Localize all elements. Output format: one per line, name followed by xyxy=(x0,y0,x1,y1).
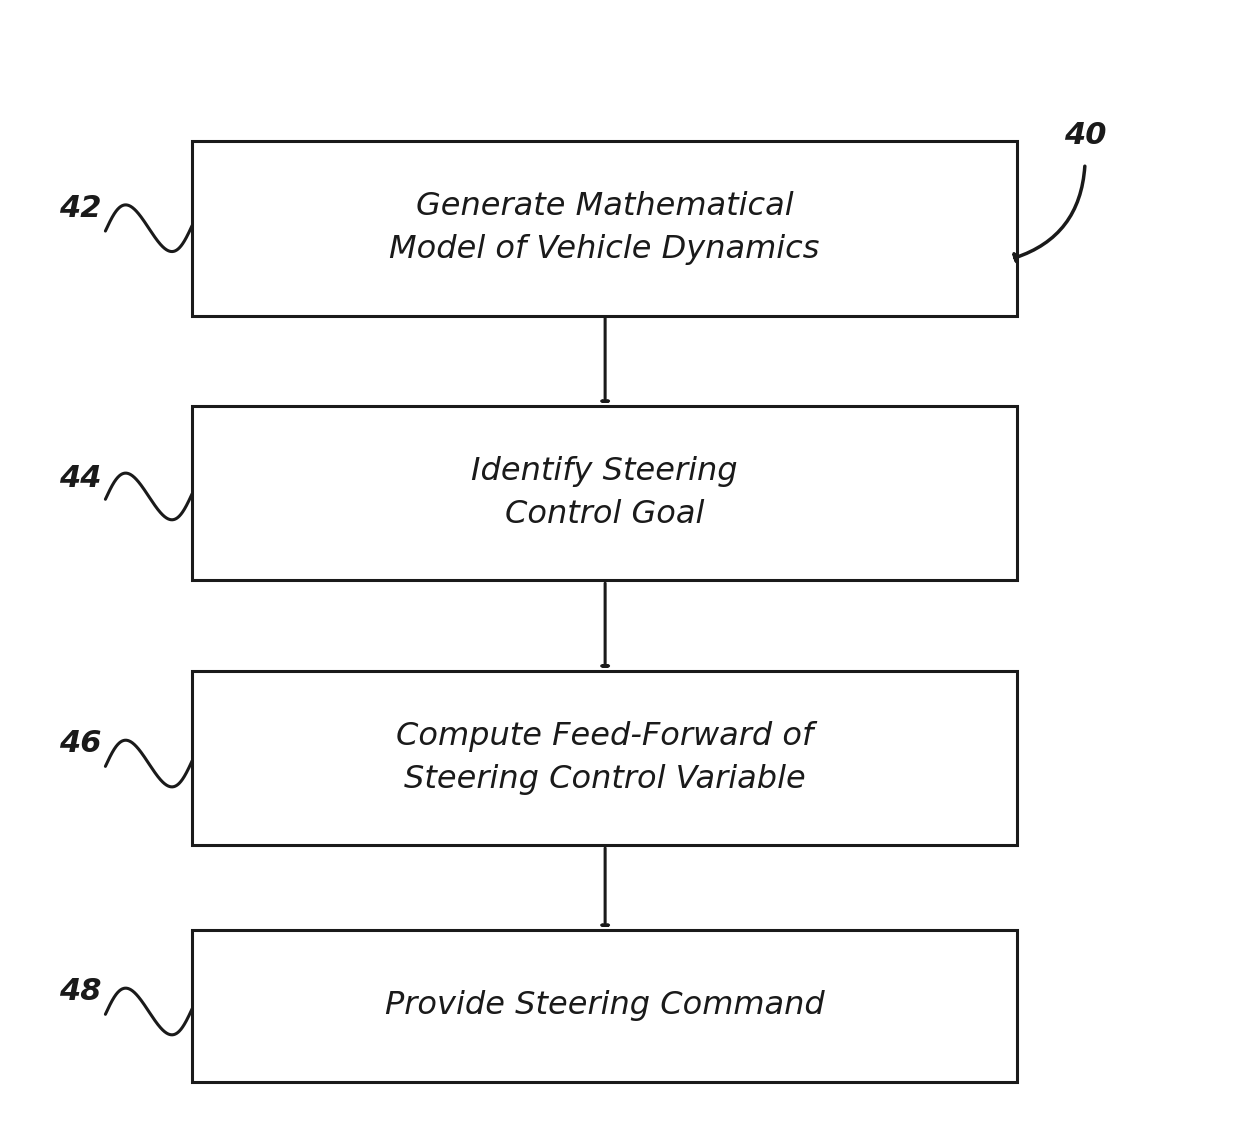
FancyBboxPatch shape xyxy=(192,671,1017,845)
Text: Generate Mathematical
Model of Vehicle Dynamics: Generate Mathematical Model of Vehicle D… xyxy=(389,192,820,265)
Text: 44: 44 xyxy=(60,464,102,494)
FancyBboxPatch shape xyxy=(192,141,1017,316)
Text: 40: 40 xyxy=(1064,121,1106,150)
Text: Compute Feed-Forward of
Steering Control Variable: Compute Feed-Forward of Steering Control… xyxy=(396,721,813,795)
Text: 46: 46 xyxy=(60,729,102,758)
Text: Identify Steering
Control Goal: Identify Steering Control Goal xyxy=(471,456,738,530)
FancyBboxPatch shape xyxy=(192,406,1017,580)
FancyBboxPatch shape xyxy=(192,930,1017,1082)
Text: 42: 42 xyxy=(60,194,102,223)
Text: 48: 48 xyxy=(60,977,102,1006)
Text: Provide Steering Command: Provide Steering Command xyxy=(384,991,825,1021)
